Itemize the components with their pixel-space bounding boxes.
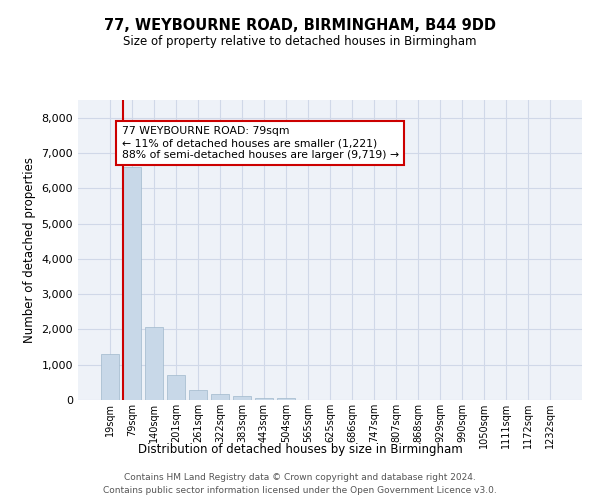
Bar — [189, 390, 206, 400]
Text: 77 WEYBOURNE ROAD: 79sqm
← 11% of detached houses are smaller (1,221)
88% of sem: 77 WEYBOURNE ROAD: 79sqm ← 11% of detach… — [122, 126, 399, 160]
Bar — [255, 398, 273, 400]
Bar — [277, 398, 295, 400]
Bar — [123, 167, 140, 400]
Bar — [101, 354, 119, 400]
Bar — [211, 394, 229, 400]
Bar — [233, 396, 251, 400]
Text: Contains public sector information licensed under the Open Government Licence v3: Contains public sector information licen… — [103, 486, 497, 495]
Bar — [167, 376, 185, 400]
Text: Distribution of detached houses by size in Birmingham: Distribution of detached houses by size … — [137, 442, 463, 456]
Y-axis label: Number of detached properties: Number of detached properties — [23, 157, 36, 343]
Text: Contains HM Land Registry data © Crown copyright and database right 2024.: Contains HM Land Registry data © Crown c… — [124, 472, 476, 482]
Text: 77, WEYBOURNE ROAD, BIRMINGHAM, B44 9DD: 77, WEYBOURNE ROAD, BIRMINGHAM, B44 9DD — [104, 18, 496, 32]
Bar — [145, 326, 163, 400]
Text: Size of property relative to detached houses in Birmingham: Size of property relative to detached ho… — [123, 35, 477, 48]
